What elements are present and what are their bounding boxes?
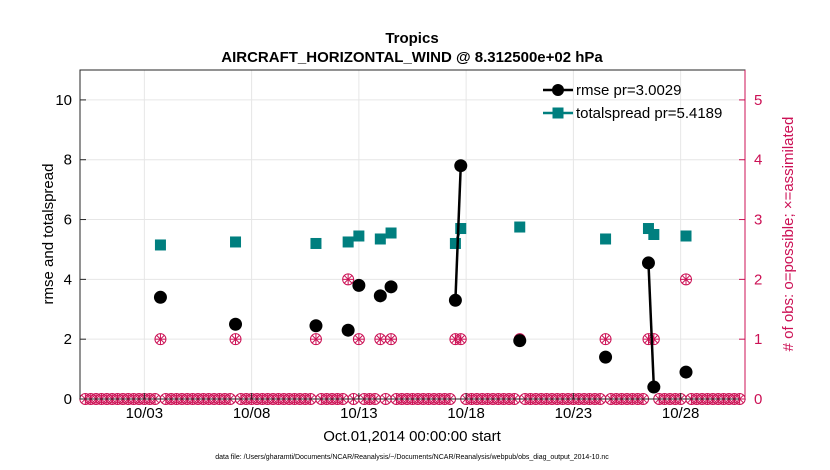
obs-count-marker — [599, 333, 612, 346]
legend-totalspread-marker — [552, 107, 564, 119]
legend-rmse-marker — [552, 84, 564, 96]
x-tick-label: 10/08 — [233, 405, 271, 422]
x-tick-label: 10/18 — [447, 405, 485, 422]
rmse-point — [641, 256, 655, 270]
totalspread-point — [449, 237, 461, 249]
totalspread-point — [455, 223, 467, 235]
x-tick-label: 10/13 — [340, 405, 378, 422]
y2-tick-label: 5 — [754, 92, 762, 109]
rmse-point — [513, 334, 527, 348]
chart-subtitle: AIRCRAFT_HORIZONTAL_WIND @ 8.312500e+02 … — [221, 49, 603, 66]
legend-rmse-label: rmse pr=3.0029 — [576, 82, 681, 99]
totalspread-point — [342, 236, 354, 248]
totalspread-point — [600, 233, 612, 245]
totalspread-point — [154, 239, 166, 251]
obs-count-marker — [385, 333, 398, 346]
x-axis-label: Oct.01,2014 00:00:00 start — [323, 428, 501, 445]
rmse-point — [229, 317, 243, 331]
y-tick-label: 2 — [64, 331, 72, 348]
rmse-point — [384, 280, 398, 294]
obs-count-marker — [352, 333, 365, 346]
y-tick-label: 8 — [64, 152, 72, 169]
obs-count-marker — [374, 333, 387, 346]
rmse-point — [599, 350, 613, 364]
y-tick-label: 4 — [64, 271, 72, 288]
y2-tick-label: 1 — [754, 331, 762, 348]
rmse-point — [352, 278, 366, 292]
rmse-point — [341, 323, 355, 337]
legend: rmse pr=3.0029 totalspread pr=5.4189 — [543, 82, 722, 122]
plot-area — [80, 70, 745, 399]
rmse-line-segment — [647, 262, 656, 388]
y2-axis-label: # of obs: o=possible; ×=assimilated — [780, 117, 797, 352]
rmse-point — [454, 159, 468, 173]
totalspread-point — [353, 230, 365, 242]
data-file-footnote: data file: /Users/gharamti/Documents/NCA… — [215, 454, 609, 461]
y-tick-label: 6 — [64, 212, 72, 229]
legend-totalspread-label: totalspread pr=5.4189 — [576, 105, 722, 122]
totalspread-point — [230, 236, 242, 248]
totalspread-point — [680, 230, 692, 242]
totalspread-point — [642, 223, 654, 235]
rmse-point — [153, 290, 167, 304]
x-tick-label: 10/23 — [555, 405, 593, 422]
rmse-point — [647, 380, 661, 394]
x-tick-label: 10/28 — [662, 405, 700, 422]
obs-count-marker — [647, 333, 660, 346]
y-tick-label: 10 — [55, 92, 72, 109]
rmse-point — [373, 289, 387, 303]
totalspread-point — [374, 233, 386, 245]
totalspread-point — [514, 221, 526, 233]
obs-count-marker — [154, 333, 167, 346]
y2-tick-label: 3 — [754, 212, 762, 229]
obs-count-marker — [680, 273, 693, 286]
rmse-point — [309, 319, 323, 333]
obs-count-marker — [454, 333, 467, 346]
obs-count-marker — [309, 333, 322, 346]
y-tick-label: 0 — [64, 391, 72, 408]
axes: 0 2 4 6 8 10 0 1 2 3 4 5 10/03 10/08 10/13 10/18 10/23 10… — [55, 70, 762, 422]
y-axis-label: rmse and totalspread — [40, 164, 57, 305]
rmse-line-segment — [454, 165, 463, 301]
y2-tick-label: 2 — [754, 271, 762, 288]
totalspread-point — [310, 237, 322, 249]
x-tick-label: 10/03 — [126, 405, 164, 422]
y2-tick-label: 0 — [754, 391, 762, 408]
obs-count-marker — [342, 273, 355, 286]
obs-count-marker — [229, 333, 242, 346]
y2-tick-label: 4 — [754, 152, 762, 169]
chart-title: Tropics — [385, 30, 438, 47]
rmse-point — [448, 293, 462, 307]
totalspread-point — [385, 227, 397, 239]
rmse-point — [679, 365, 693, 379]
totalspread-point — [648, 229, 660, 240]
